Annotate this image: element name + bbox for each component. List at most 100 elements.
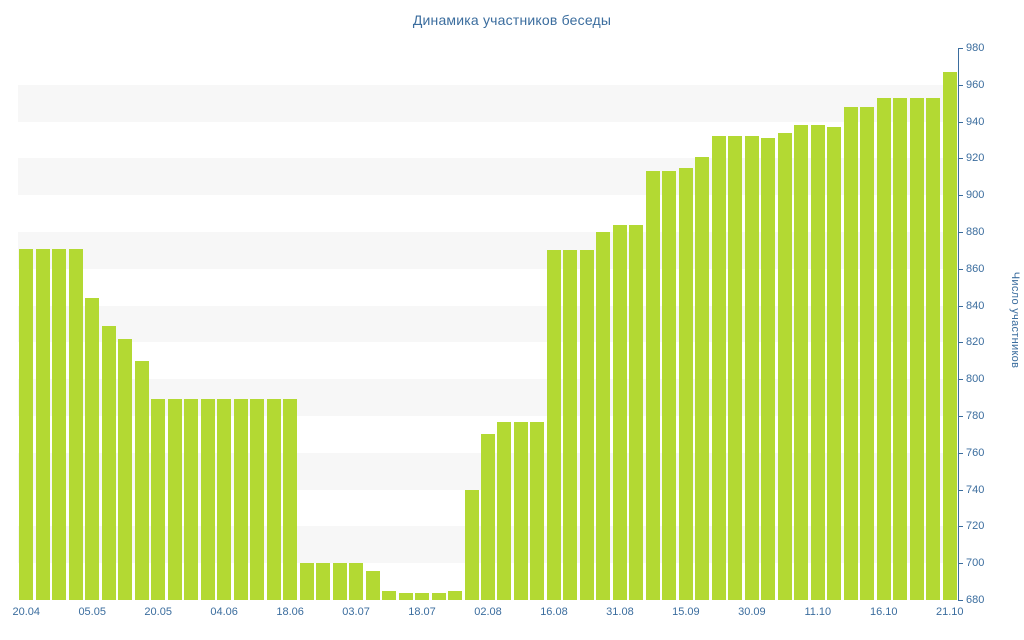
bar bbox=[464, 489, 479, 600]
bar bbox=[52, 248, 67, 600]
plot-area bbox=[18, 48, 958, 600]
x-axis-tick-label: 04.06 bbox=[210, 606, 238, 618]
bar bbox=[629, 224, 644, 600]
bar bbox=[645, 171, 660, 600]
bar bbox=[431, 592, 446, 600]
y-axis-tick-label: 840 bbox=[966, 299, 985, 312]
bar bbox=[728, 136, 743, 600]
y-axis-tick-label: 860 bbox=[966, 262, 985, 275]
bar bbox=[299, 563, 314, 600]
y-axis-tick bbox=[958, 600, 963, 601]
bar bbox=[695, 156, 710, 600]
bar bbox=[398, 592, 413, 600]
y-axis-tick-label: 740 bbox=[966, 483, 985, 496]
y-axis-tick-label: 900 bbox=[966, 189, 985, 202]
bar bbox=[909, 97, 924, 600]
bar bbox=[118, 338, 133, 600]
y-axis-tick-label: 960 bbox=[966, 78, 985, 91]
bar bbox=[382, 590, 397, 600]
y-axis-tick bbox=[958, 268, 963, 270]
y-axis-tick bbox=[958, 416, 963, 417]
y-axis-tick bbox=[958, 305, 963, 307]
bar bbox=[513, 421, 528, 600]
bar bbox=[19, 248, 34, 600]
bar bbox=[266, 399, 281, 600]
x-axis-tick-label: 20.05 bbox=[144, 606, 172, 618]
bar bbox=[711, 136, 726, 600]
bar bbox=[843, 106, 858, 600]
x-axis-tick-label: 31.08 bbox=[606, 606, 634, 618]
bar bbox=[200, 399, 215, 600]
y-axis-tick bbox=[958, 48, 963, 49]
x-axis-tick-label: 05.05 bbox=[78, 606, 106, 618]
y-axis-tick bbox=[958, 526, 963, 528]
bar bbox=[184, 399, 199, 600]
y-axis-tick-label: 680 bbox=[966, 594, 985, 606]
y-axis-tick bbox=[958, 342, 963, 344]
y-axis-tick bbox=[958, 563, 963, 565]
bar bbox=[678, 167, 693, 600]
y-axis-tick bbox=[958, 489, 963, 491]
bar bbox=[794, 125, 809, 600]
bar bbox=[217, 399, 232, 600]
y-axis-tick bbox=[958, 84, 963, 86]
x-axis-tick-label: 30.09 bbox=[738, 606, 766, 618]
bar bbox=[167, 399, 182, 600]
x-axis-tick-label: 18.06 bbox=[276, 606, 304, 618]
bar bbox=[35, 248, 50, 600]
x-axis-tick-label: 03.07 bbox=[342, 606, 370, 618]
bar bbox=[596, 232, 611, 600]
bar bbox=[744, 136, 759, 600]
bar bbox=[480, 434, 495, 600]
chart-title: Динамика участников беседы bbox=[412, 12, 612, 28]
bar bbox=[134, 360, 149, 600]
bar bbox=[101, 325, 116, 600]
bar bbox=[810, 125, 825, 600]
y-axis-tick-label: 940 bbox=[966, 115, 985, 128]
bar bbox=[860, 106, 875, 600]
bar bbox=[530, 421, 545, 600]
y-axis-tick-label: 820 bbox=[966, 336, 985, 349]
bar bbox=[283, 399, 298, 600]
x-axis-tick-label: 16.08 bbox=[540, 606, 568, 618]
bar bbox=[876, 97, 891, 600]
y-axis-line bbox=[958, 48, 959, 601]
x-axis-tick-label: 11.10 bbox=[804, 606, 832, 618]
x-axis-tick-label: 16.10 bbox=[870, 606, 898, 618]
bar bbox=[926, 97, 941, 600]
background-band bbox=[18, 84, 958, 122]
bar bbox=[579, 250, 594, 600]
y-axis-tick-label: 780 bbox=[966, 410, 985, 422]
bar bbox=[332, 563, 347, 600]
bar bbox=[415, 592, 430, 600]
bar bbox=[662, 171, 677, 600]
x-axis-tick-label: 02.08 bbox=[474, 606, 502, 618]
y-axis-title: Число участников bbox=[1009, 271, 1021, 369]
bar bbox=[85, 298, 100, 600]
y-axis-tick bbox=[958, 232, 963, 233]
y-axis-tick bbox=[958, 158, 963, 160]
bar bbox=[497, 421, 512, 600]
y-axis-tick bbox=[958, 452, 963, 454]
bar bbox=[365, 570, 380, 600]
bar bbox=[316, 563, 331, 600]
x-axis-tick-label: 20.04 bbox=[12, 606, 40, 618]
bar bbox=[233, 399, 248, 600]
y-axis-tick-label: 980 bbox=[966, 42, 985, 54]
bar bbox=[893, 97, 908, 600]
bar bbox=[563, 250, 578, 600]
bar bbox=[827, 127, 842, 600]
x-axis-tick-label: 15.09 bbox=[672, 606, 700, 618]
bar bbox=[546, 250, 561, 600]
y-axis-tick-label: 760 bbox=[966, 446, 985, 459]
y-axis-tick bbox=[958, 195, 963, 197]
bar bbox=[250, 399, 265, 600]
y-axis-tick bbox=[958, 379, 963, 381]
bar bbox=[448, 590, 463, 600]
bar bbox=[612, 224, 627, 600]
x-axis-tick-label: 21.10 bbox=[935, 606, 964, 618]
y-axis-tick-label: 720 bbox=[966, 520, 985, 533]
bar bbox=[761, 138, 776, 600]
bar bbox=[777, 132, 792, 600]
